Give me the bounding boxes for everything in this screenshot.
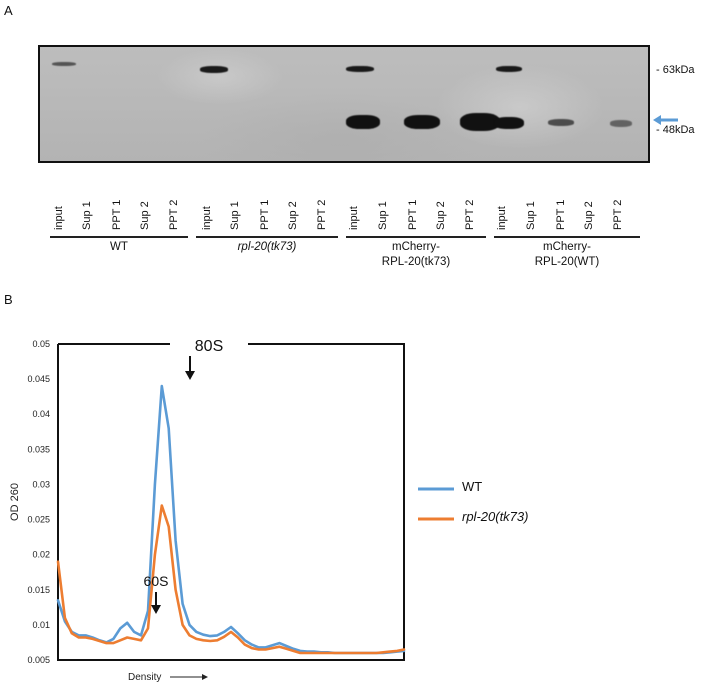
legend-swatch-wt: [418, 487, 454, 491]
x-axis-label: Density: [128, 672, 161, 683]
chart-legend: WT rpl-20(tk73): [414, 476, 704, 536]
lane-label: Sup 1: [377, 201, 389, 230]
lane-label: Sup 1: [525, 201, 537, 230]
lane-label: input: [53, 206, 65, 230]
y-tick-label: 0.035: [27, 444, 50, 454]
panel-a-letter: A: [4, 3, 13, 18]
lane-label: Sup 2: [583, 201, 595, 230]
x-axis-arrow-head: [202, 674, 208, 680]
blot-band: [548, 119, 574, 126]
arrow-80s-head: [185, 371, 195, 380]
lane-label: Sup 2: [287, 201, 299, 230]
lane-label: Sup 1: [229, 201, 241, 230]
marker-63kda: - 63kDa: [656, 64, 695, 76]
group-label-mcherry-wt: mCherry- RPL-20(WT): [534, 241, 600, 268]
group-line-wt: [50, 236, 188, 238]
legend-label-wt: WT: [462, 479, 483, 494]
group-line-rpl20: [196, 236, 338, 238]
blot-band: [610, 120, 632, 127]
lane-label: PPT 1: [555, 199, 567, 230]
arrow-60s-head: [151, 605, 161, 614]
group-line-mcherry-tk73: [346, 236, 486, 238]
y-tick-label: 0.02: [32, 550, 50, 560]
y-axis-label: OD 260: [9, 483, 21, 521]
western-blot: [38, 45, 650, 163]
blot-band: [460, 113, 500, 131]
legend-swatch-rpl20: [418, 517, 454, 521]
legend-label-rpl20: rpl-20(tk73): [462, 509, 529, 524]
ribosome-profile-chart: 0.05 0.045 0.04 0.035 0.03 0.025 0.02 0.015 0.01…: [9, 338, 406, 683]
y-tick-label: 0.01: [32, 620, 50, 630]
lane-label: PPT 1: [111, 199, 123, 230]
blot-band: [200, 66, 228, 73]
lane-label: PPT 2: [316, 199, 328, 230]
y-tick-label: 0.015: [27, 585, 50, 595]
lane-label: input: [496, 206, 508, 230]
y-tick-label: 0.025: [27, 515, 50, 525]
lane-label: input: [348, 206, 360, 230]
lane-label: PPT 1: [259, 199, 271, 230]
lane-label: Sup 2: [435, 201, 447, 230]
label-60s: 60S: [144, 573, 169, 589]
series-line-0: [56, 384, 406, 655]
y-tick-label: 0.045: [27, 374, 50, 384]
label-80s: 80S: [195, 338, 223, 355]
lane-label: PPT 2: [464, 199, 476, 230]
series-line-1: [56, 504, 406, 655]
arrow-left-icon: [653, 115, 678, 125]
y-tick-label: 0.03: [32, 479, 50, 489]
blot-band: [404, 115, 440, 129]
group-line-mcherry-wt: [494, 236, 640, 238]
marker-48kda: - 48kDa: [656, 124, 695, 136]
blot-band: [494, 117, 524, 129]
y-tick-label: 0.005: [27, 655, 50, 665]
y-tick-label: 0.05: [32, 339, 50, 349]
lane-label: PPT 1: [407, 199, 419, 230]
blot-band: [346, 115, 380, 129]
lane-label: Sup 2: [139, 201, 151, 230]
blot-band: [346, 66, 374, 72]
lane-label: input: [201, 206, 213, 230]
lane-label: PPT 2: [612, 199, 624, 230]
blot-band: [52, 62, 76, 66]
group-label-mcherry-tk73: mCherry- RPL-20(tk73): [381, 241, 451, 268]
lane-label: Sup 1: [81, 201, 93, 230]
y-tick-label: 0.04: [32, 409, 50, 419]
group-label-wt: WT: [110, 241, 128, 253]
lane-label: PPT 2: [168, 199, 180, 230]
panel-b-letter: B: [4, 292, 13, 307]
blot-band: [496, 66, 522, 72]
plot-frame: [57, 343, 405, 661]
group-label-rpl20: rpl-20(tk73): [237, 241, 297, 253]
